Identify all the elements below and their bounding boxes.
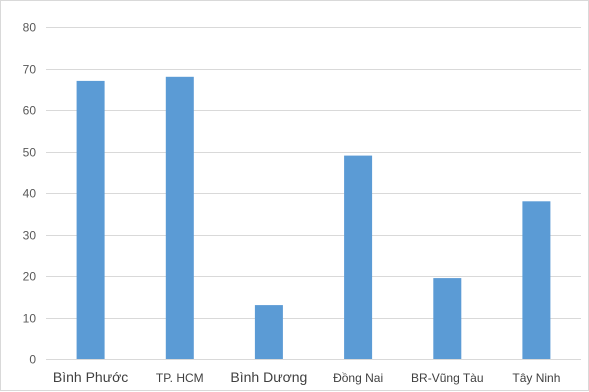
bars	[76, 76, 551, 360]
y-tick-label: 0	[29, 353, 36, 367]
x-category-label: Đồng Nai	[333, 371, 383, 385]
bar	[344, 155, 373, 359]
x-category-label: BR-Vũng Tàu	[411, 371, 484, 385]
x-axis-labels: Bình Phước TP. HCM Bình Dương Đồng Nai BR-Vũ…	[53, 369, 561, 385]
y-tick-label: 50	[23, 146, 37, 160]
gridlines	[46, 27, 581, 360]
x-category-label: TP. HCM	[156, 371, 204, 385]
x-category-label: Bình Dương	[230, 369, 307, 385]
y-tick-label: 60	[23, 104, 37, 118]
x-category-label: Tây Ninh	[512, 371, 560, 385]
bar	[254, 305, 283, 359]
y-tick-label: 40	[23, 187, 37, 201]
y-tick-label: 70	[23, 63, 37, 77]
y-axis-ticks: 0 10 20 30 40 50 60 70 80	[23, 21, 37, 367]
bar	[433, 278, 462, 359]
y-tick-label: 30	[23, 229, 37, 243]
bar	[165, 76, 194, 360]
y-tick-label: 10	[23, 312, 37, 326]
bar	[522, 201, 551, 359]
bar	[76, 80, 105, 360]
x-category-label: Bình Phước	[53, 369, 128, 385]
y-tick-label: 80	[23, 21, 37, 35]
y-tick-label: 20	[23, 270, 37, 284]
